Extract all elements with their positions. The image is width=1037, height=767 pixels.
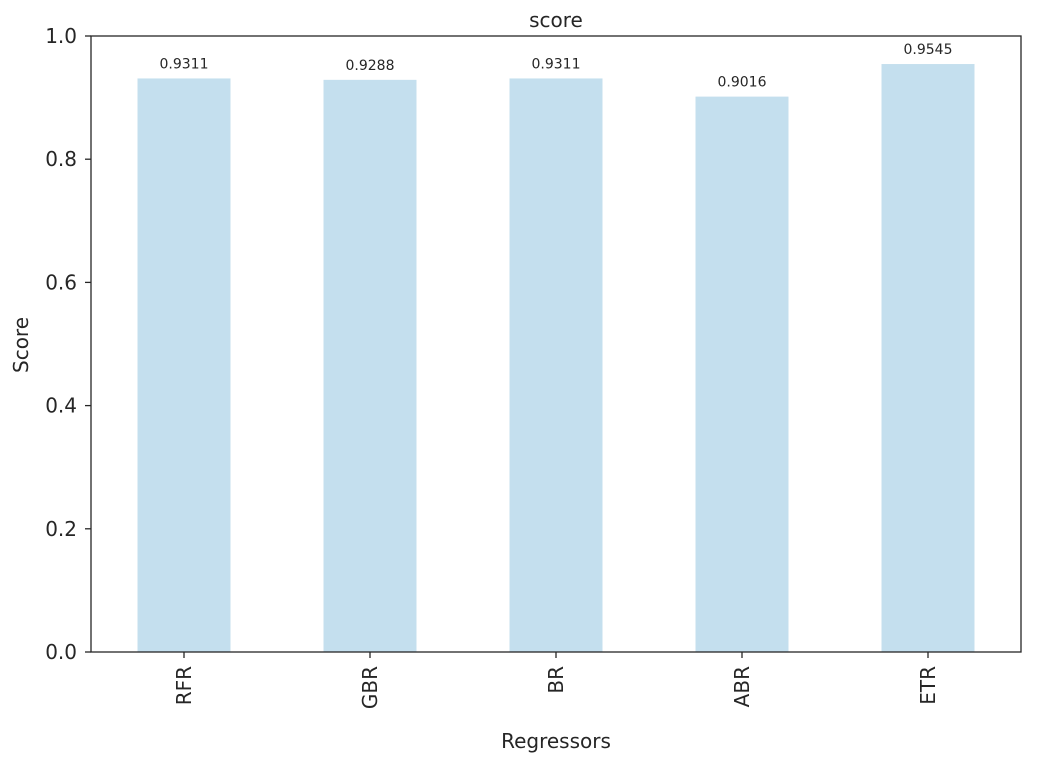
x-tick-label-rfr: RFR [172, 666, 196, 705]
chart-title: score [529, 8, 583, 32]
plot-frame [90, 35, 1022, 653]
y-tick-label: 0.0 [45, 640, 77, 664]
bar-rfr [137, 78, 231, 653]
x-tick-label-etr: ETR [916, 666, 940, 705]
x-tick-label-abr: ABR [730, 666, 754, 707]
data-label-br: 0.9311 [532, 56, 581, 72]
y-axis-label: Score [9, 317, 33, 373]
data-label-gbr: 0.9288 [346, 58, 395, 74]
y-tick-label: 0.8 [45, 147, 77, 171]
bar-etr [881, 64, 975, 652]
x-axis: RFR GBR BR ABR ETR [172, 652, 940, 709]
y-tick-label: 0.4 [45, 394, 77, 418]
x-tick-label-br: BR [544, 666, 568, 694]
bar-br [509, 78, 603, 653]
y-tick-label: 1.0 [45, 24, 77, 48]
data-label-etr: 0.9545 [904, 42, 953, 58]
data-label-abr: 0.9016 [718, 75, 767, 91]
y-tick-label: 0.6 [45, 270, 77, 294]
y-axis: 0.0 0.2 0.4 0.6 0.8 1.0 [45, 24, 91, 664]
data-labels-group: 0.9311 0.9288 0.9311 0.9016 0.9545 [160, 42, 953, 91]
bar-abr [695, 96, 789, 653]
bars-group [137, 64, 975, 653]
data-label-rfr: 0.9311 [160, 56, 209, 72]
x-axis-label: Regressors [501, 729, 611, 753]
bar-gbr [323, 79, 417, 653]
x-tick-label-gbr: GBR [358, 666, 382, 709]
y-tick-label: 0.2 [45, 517, 77, 541]
